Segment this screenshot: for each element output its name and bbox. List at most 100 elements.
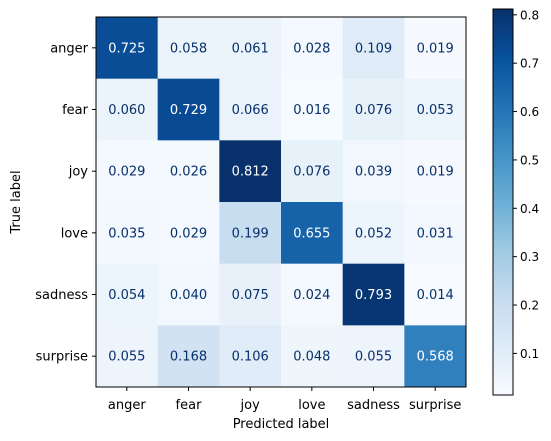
heatmap-cell [281,78,344,141]
colorbar-tick-label: 0.1 [520,347,539,361]
cell-value-label: 0.076 [355,103,392,118]
cell-value-label: 0.058 [170,41,207,56]
cell-value-label: 0.028 [293,41,330,56]
heatmap-cell [96,202,159,265]
heatmap-cell [281,140,344,203]
cell-value-label: 0.019 [417,165,454,180]
heatmap-cell [96,263,159,326]
heatmap-cell [342,78,405,141]
x-tick-label: fear [176,398,203,413]
cell-value-label: 0.019 [417,41,454,56]
cell-value-label: 0.048 [293,350,330,365]
cell-value-label: 0.812 [232,165,269,180]
cell-value-label: 0.016 [293,103,330,118]
heatmap-cell [404,263,467,326]
cell-value-label: 0.029 [170,226,207,241]
cell-value-label: 0.052 [355,226,392,241]
colorbar-tick-label: 0.2 [520,299,539,313]
cell-value-label: 0.729 [170,103,207,118]
y-tick-label: sadness [35,288,88,303]
x-tick-label: anger [108,398,146,413]
heatmap-cell [96,17,159,80]
cell-value-label: 0.039 [355,165,392,180]
cell-value-label: 0.168 [170,350,207,365]
cell-value-label: 0.053 [417,103,454,118]
cell-value-label: 0.024 [293,288,330,303]
cell-value-label: 0.106 [232,350,269,365]
y-axis-ticks: anger fear joy love sadness surprise [35,41,96,365]
colorbar [492,8,514,396]
heatmap-cell [219,202,282,265]
y-tick-label: surprise [36,350,88,365]
heatmap-cell [96,140,159,203]
cell-value-label: 0.060 [108,103,145,118]
colorbar-tick-label: 0.7 [520,57,539,71]
cell-value-label: 0.109 [355,41,392,56]
y-tick-label: joy [68,165,89,180]
cell-value-label: 0.655 [293,226,330,241]
y-tick-label: fear [62,103,89,118]
cell-value-label: 0.026 [170,165,207,180]
cell-value-label: 0.075 [232,288,269,303]
x-tick-label: sadness [347,398,400,413]
heatmap-cell [342,140,405,203]
cell-value-label: 0.035 [108,226,145,241]
heatmap-cell [281,17,344,80]
heatmap-cell [404,17,467,80]
heatmap-cell [404,202,467,265]
heatmap-cell [157,17,220,80]
cell-value-label: 0.568 [417,350,454,365]
cell-value-label: 0.199 [232,226,269,241]
cell-value-label: 0.029 [108,165,145,180]
x-tick-label: joy [240,398,261,413]
colorbar-tick-label: 0.5 [520,153,539,167]
colorbar-tick-label: 0.8 [520,8,539,22]
heatmap-cell [219,140,282,203]
x-axis-ticks: anger fear joy love sadness surprise [108,387,461,413]
y-tick-label: anger [50,41,88,56]
heatmap-cell [342,17,405,80]
heatmap-cells: 0.725 0.058 0.061 0.028 0.109 0.019 0.060 0.729… [96,17,467,388]
heatmap-cell [219,325,282,388]
x-tick-label: surprise [409,398,461,413]
cell-value-label: 0.076 [293,165,330,180]
y-tick-label: love [61,226,88,241]
cell-value-label: 0.725 [108,41,145,56]
cell-value-label: 0.061 [232,41,269,56]
heatmap-cell [157,78,220,141]
heatmap-cell [404,140,467,203]
heatmap-cell [404,78,467,141]
heatmap-cell [281,325,344,388]
colorbar-tick-label: 0.4 [520,202,539,216]
cell-value-label: 0.014 [417,288,454,303]
heatmap-cell [281,202,344,265]
heatmap-cell [342,202,405,265]
colorbar-ticks: 0.1 0.2 0.3 0.4 0.5 0.6 0.7 0.8 [513,8,539,361]
cell-value-label: 0.054 [108,288,145,303]
x-axis-label: Predicted label [233,417,330,432]
heatmap-cell [96,325,159,388]
cell-value-label: 0.055 [108,350,145,365]
heatmap-cell [157,140,220,203]
cell-value-label: 0.066 [232,103,269,118]
heatmap-cell [404,325,467,388]
x-tick-label: love [298,398,325,413]
plot-frame [95,16,467,388]
colorbar-tick-label: 0.3 [520,250,539,264]
heatmap-cell [342,325,405,388]
heatmap-cell [281,263,344,326]
heatmap-cell [219,78,282,141]
y-axis-label: True label [9,170,24,234]
heatmap-cell [219,17,282,80]
heatmap-cell [157,202,220,265]
colorbar-tick-label: 0.6 [520,105,539,119]
cell-value-label: 0.031 [417,226,454,241]
heatmap-cell [219,263,282,326]
heatmap-cell [157,325,220,388]
heatmap-cell [96,78,159,141]
cell-value-label: 0.793 [355,288,392,303]
cell-value-label: 0.055 [355,350,392,365]
cell-value-label: 0.040 [170,288,207,303]
heatmap-cell [157,263,220,326]
